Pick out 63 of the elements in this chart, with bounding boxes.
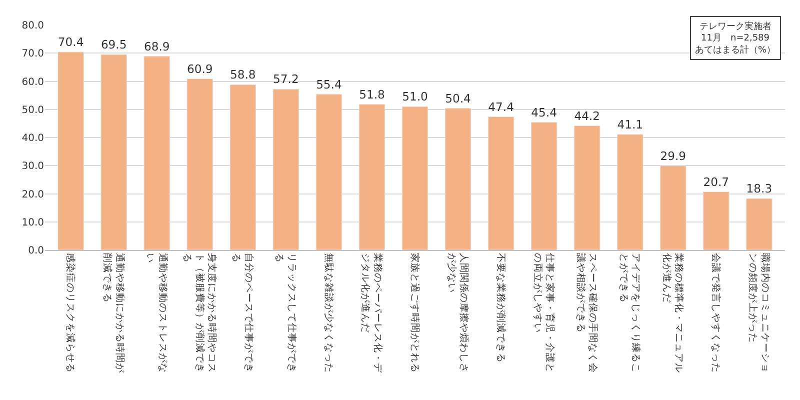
y-tick-label: 0.0 [28,246,44,256]
bar [186,78,214,250]
annotation: 11月 n=2,589 [701,34,770,44]
bar [358,104,386,250]
data-label: 45.4 [531,105,557,120]
bar [100,54,127,250]
y-tick-label: 70.0 [22,48,44,60]
y-tick-label: 40.0 [22,133,44,144]
x-tick-label: 不要な業務が削減できる [494,252,507,363]
x-tick-label: 通勤や移動のストレスがない [144,252,169,373]
data-label: 44.2 [574,108,600,123]
data-label: 47.4 [488,100,514,114]
bar [58,52,84,250]
bar [402,106,428,250]
data-label: 18.3 [746,182,772,196]
data-label: 29.9 [660,149,686,164]
data-label: 51.0 [402,90,428,104]
annotation: あてはまる計（%） [695,44,776,56]
x-tick-label: アイデアをじっくり練ることができる [618,252,642,373]
data-label: 50.4 [445,91,471,106]
data-label: 41.1 [617,118,644,132]
x-tick-label: リラックスして仕事ができる [274,252,298,373]
x-tick-label: 業務のペーパーレス化・デジタル化が進んだ [360,252,384,374]
data-label: 51.8 [359,87,385,102]
y-tick-label: 10.0 [22,217,44,228]
data-label: 60.9 [186,62,213,76]
x-tick-label: 感染症のリスクを減らせる [64,252,77,373]
annotation: テレワーク実施者 [699,21,772,32]
bar [574,125,600,250]
data-label: 55.4 [316,77,342,92]
x-tick-label: 業務の標準化・マニュアル化が進んだ [660,252,686,373]
bar [616,134,644,250]
bar [144,56,170,250]
x-tick-label: 会議で発言しやすくなった [710,252,722,373]
data-label: 57.2 [273,72,299,86]
y-tick-label: 60.0 [22,76,44,88]
x-tick-label: スペース確保の手間なく会議や相談ができる [574,252,600,373]
bar [746,198,772,250]
bar [660,166,686,250]
bar [703,192,730,250]
x-tick-label: 職場内のコミュニケーションの頻度が上がった [746,252,772,373]
x-tick-label: 無駄な雑談が少なくなった [322,252,335,373]
x-tick-label: 通勤や移動にかかる時間が削減できる [102,252,126,374]
x-tick-label: 身支度にかかる時間やコスト（被服費等）が削減できる [181,252,218,373]
y-tick-label: 50.0 [22,104,44,116]
bar [272,88,300,250]
bar [488,116,514,250]
data-label: 69.5 [100,38,127,52]
bar [316,94,342,250]
data-label: 70.4 [58,35,84,50]
x-tick-label: 仕事と家事・育児・介護との両立がしやすい [532,252,556,373]
y-tick-label: 80.0 [22,20,44,32]
bar [230,84,256,250]
data-label: 68.9 [144,39,170,54]
x-tick-label: 人間関係の摩擦や煩わしさが少ない [446,252,470,373]
data-label: 58.8 [230,68,256,82]
data-label: 20.7 [703,174,730,189]
bar [444,108,472,250]
x-tick-label: 家族と過ごす時間がとれる [408,252,421,373]
bar [530,122,558,250]
x-tick-label: 自分のペースで仕事ができる [230,252,255,373]
y-tick-label: 30.0 [22,161,44,172]
y-tick-label: 20.0 [22,189,44,200]
